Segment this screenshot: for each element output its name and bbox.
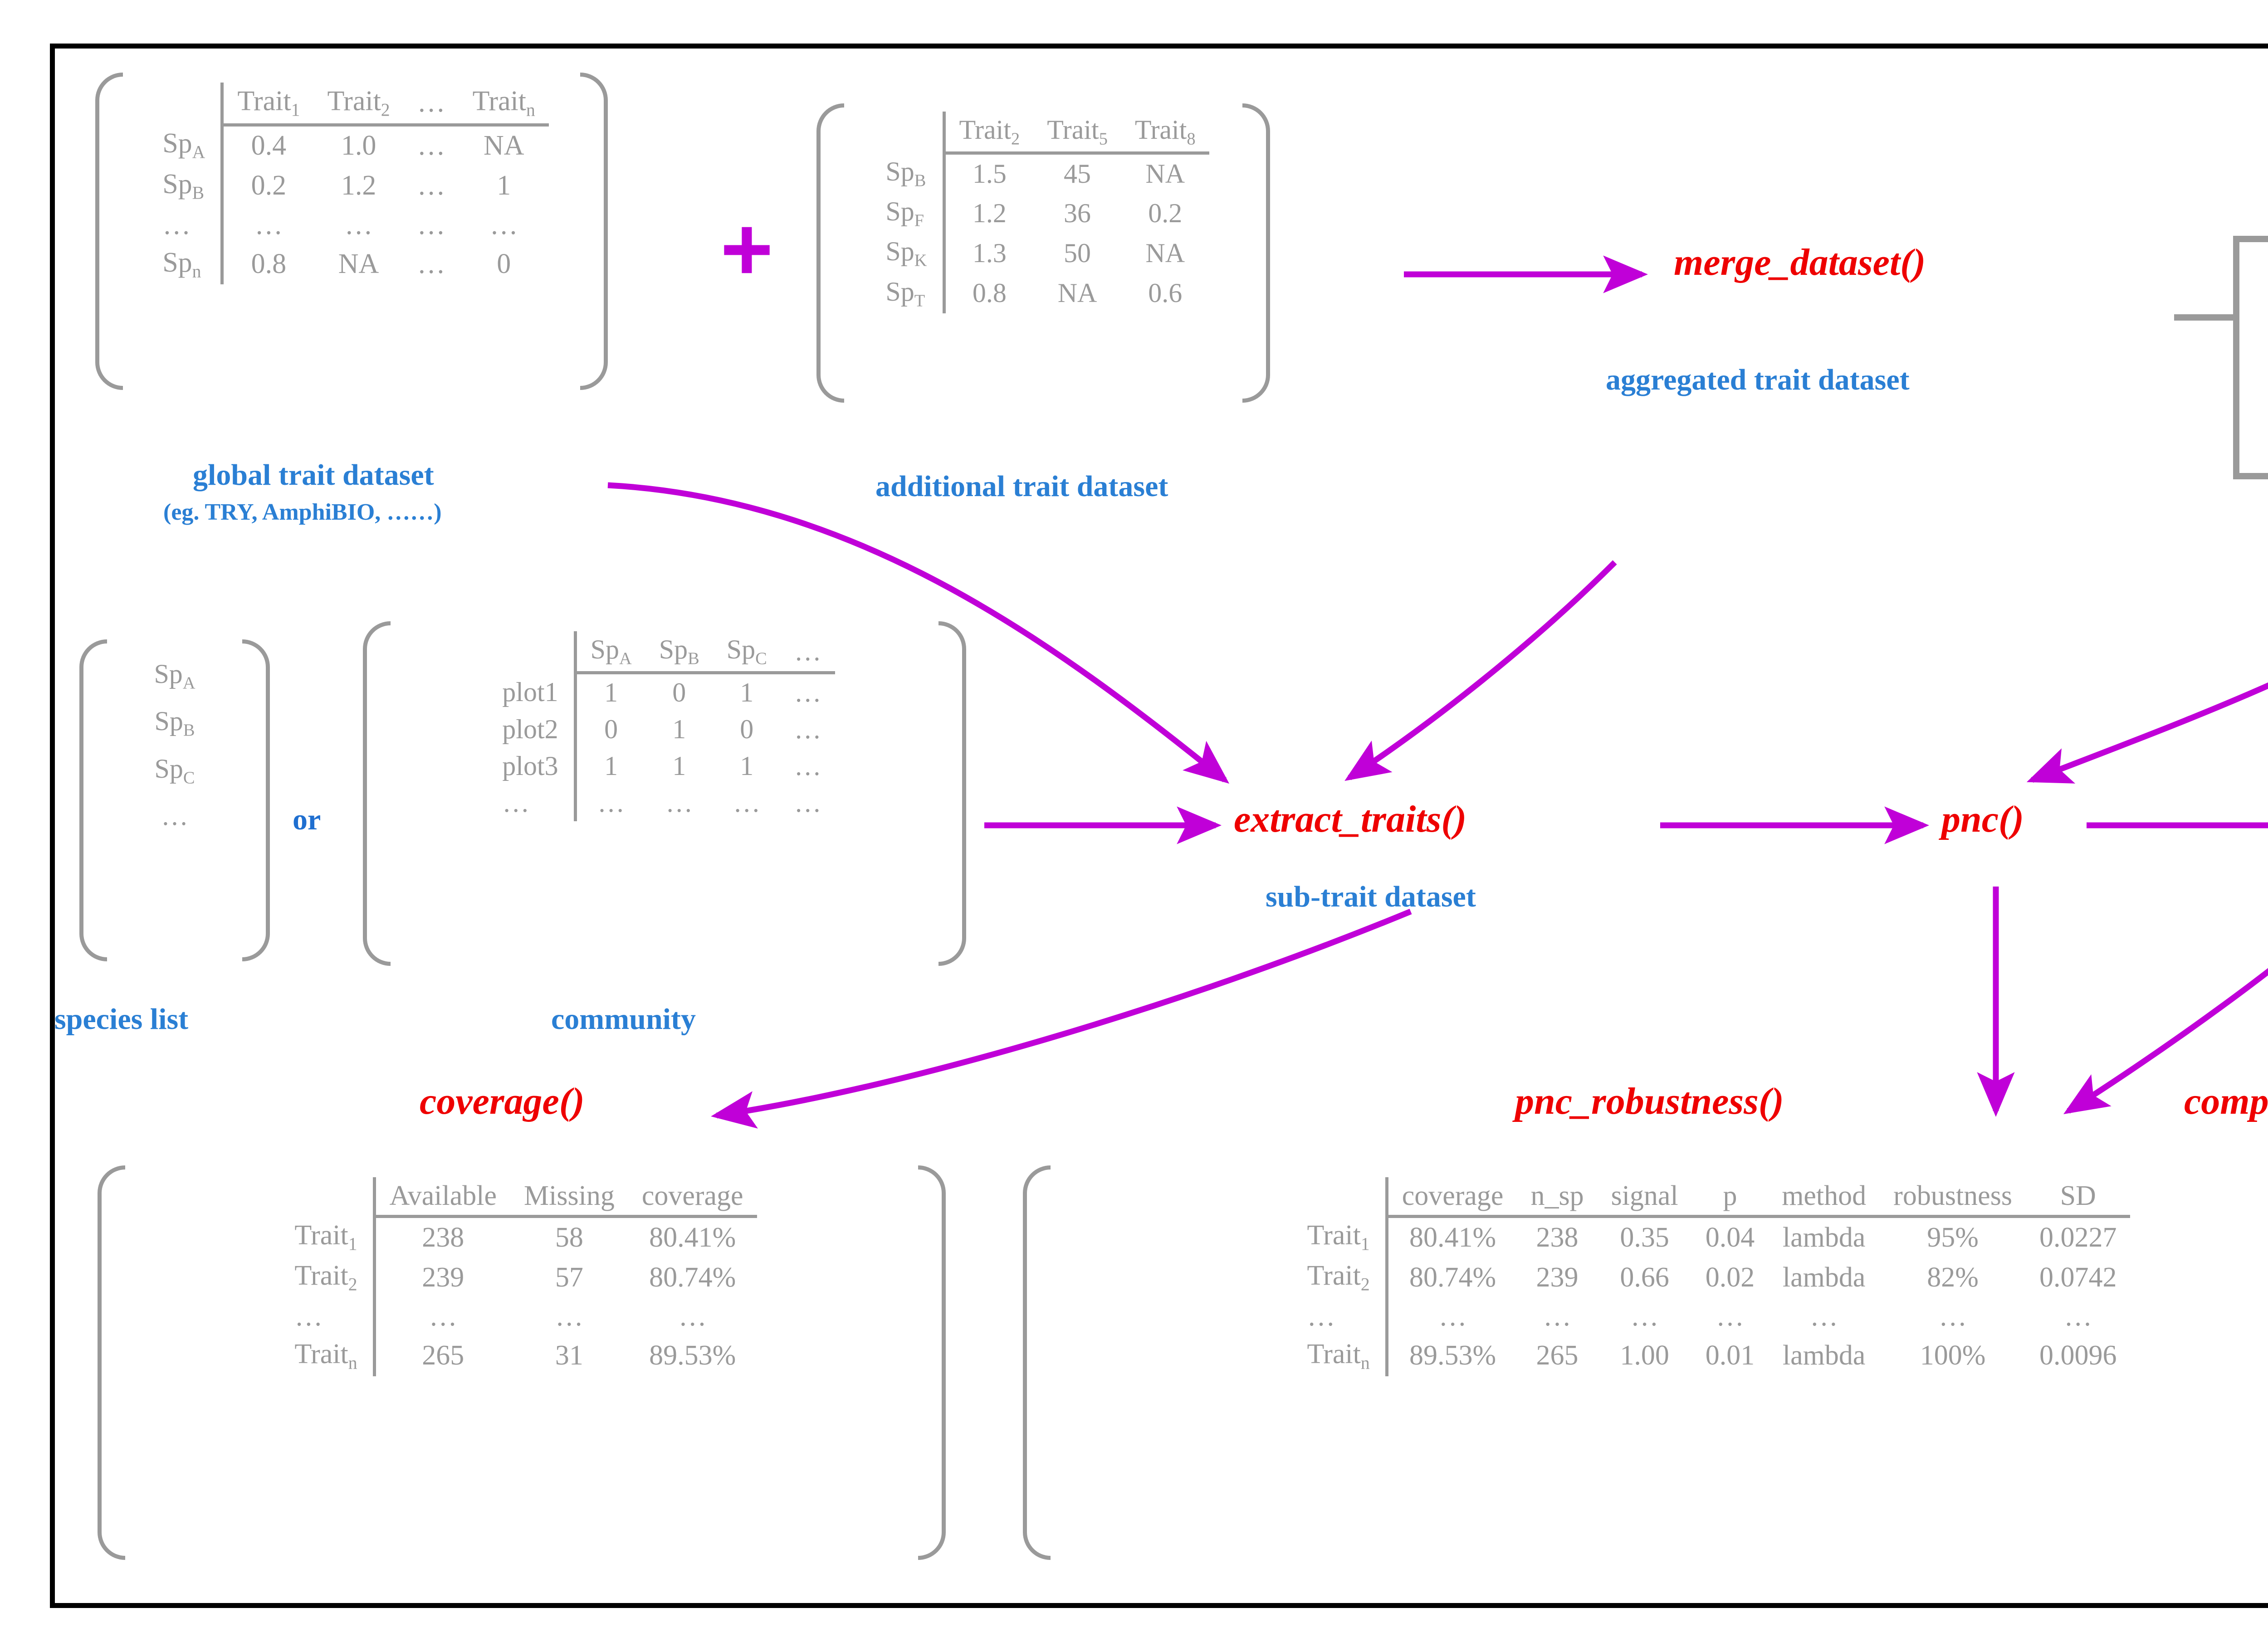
col-header: coverage: [628, 1177, 757, 1218]
table-row: Trait2 239 57 80.74%: [286, 1257, 757, 1298]
table-row: Traitn 89.53% 265 1.00 0.01 lambda 100% …: [1299, 1335, 2131, 1376]
table-row: SpB 0.2 1.2 … 1: [154, 165, 549, 206]
merge-dataset-function[interactable]: merge_dataset(): [1674, 241, 1926, 283]
community-matrix: SpA SpB SpC … plot1 1 0 1 … plot2 0 1 0: [363, 621, 966, 966]
matrix-right-bracket: [242, 639, 270, 961]
col-header: Traitn: [459, 83, 549, 127]
col-header: Trait2: [313, 83, 404, 127]
matrix-left-bracket: [816, 103, 844, 403]
table-row: … … … …: [286, 1297, 757, 1335]
matrix-right-bracket: [580, 73, 608, 390]
matrix-left-bracket: [79, 639, 107, 961]
col-header: Missing: [510, 1177, 628, 1218]
col-header: SpC: [713, 631, 781, 675]
compnc-robustness-function[interactable]: compnc_robustness(): [2184, 1080, 2268, 1122]
matrix-corner-cell: [154, 83, 224, 125]
col-header: Trait5: [1033, 112, 1121, 155]
table-row: … … … … … … … …: [1299, 1297, 2131, 1335]
aggregated-trait-dataset-label: aggregated trait dataset: [1606, 363, 1910, 396]
table-row: … … … … …: [494, 785, 835, 822]
col-header: signal: [1597, 1177, 1692, 1218]
list-item: SpA: [154, 659, 196, 693]
pnc-function[interactable]: pnc(): [1941, 798, 2024, 840]
col-header: Trait2: [944, 112, 1034, 155]
table-row: SpK 1.3 50 NA: [877, 233, 1209, 273]
matrix-left-bracket: [98, 1165, 125, 1560]
species-list-label: species list: [54, 1003, 189, 1036]
coverage-function[interactable]: coverage(): [420, 1080, 585, 1122]
global-trait-dataset-label: global trait dataset: [193, 458, 434, 492]
table-row: SpA 0.4 1.0 … NA: [154, 125, 549, 166]
global-trait-matrix: Trait1 Trait2 … Traitn SpA 0.4 1.0 … NA …: [95, 73, 608, 390]
table-row: Trait1 80.41% 238 0.35 0.04 lambda 95% 0…: [1299, 1216, 2131, 1257]
col-header: method: [1768, 1177, 1880, 1218]
table-row: Trait1 238 58 80.41%: [286, 1216, 757, 1257]
pnc-robustness-function[interactable]: pnc_robustness(): [1515, 1080, 1784, 1122]
table-row: SpF 1.2 36 0.2: [877, 193, 1209, 234]
col-header: Trait1: [222, 83, 314, 127]
col-header: Available: [374, 1177, 510, 1218]
table-row: SpT 0.8 NA 0.6: [877, 273, 1209, 313]
matrix-right-bracket: [938, 621, 966, 966]
table-row: Spn 0.8 NA … 0: [154, 244, 549, 285]
col-header: robustness: [1880, 1177, 2026, 1218]
matrix-left-bracket: [95, 73, 123, 390]
matrix-right-bracket: [1242, 103, 1270, 403]
col-header: SpB: [645, 631, 713, 675]
matrix-left-bracket: [1023, 1165, 1051, 1560]
species-list-matrix: SpA SpB SpC …: [79, 639, 270, 961]
col-header: SD: [2025, 1177, 2131, 1218]
plus-icon: +: [720, 199, 773, 300]
list-item: SpC: [154, 753, 195, 787]
outer-frame: [50, 44, 2268, 1608]
extract-traits-function[interactable]: extract_traits(): [1234, 798, 1467, 840]
matrix-right-bracket: [918, 1165, 946, 1560]
pnc-results-table: coverage n_sp signal p method robustness…: [1023, 1165, 2268, 1560]
sub-trait-dataset-label: sub-trait dataset: [1266, 880, 1476, 913]
table-row: plot3 1 1 1 …: [494, 748, 835, 785]
list-item: SpB: [154, 706, 195, 740]
global-trait-dataset-sublabel: (eg. TRY, AmphiBIO, ……): [163, 499, 442, 525]
col-header: …: [403, 83, 459, 127]
table-row: plot1 1 0 1 …: [494, 672, 835, 711]
community-label: community: [551, 1003, 696, 1036]
list-item: …: [161, 800, 188, 831]
col-header: …: [780, 631, 835, 675]
additional-trait-matrix: Trait2 Trait5 Trait8 SpB 1.5 45 NA SpF 1…: [816, 103, 1270, 403]
col-header: p: [1691, 1177, 1769, 1218]
table-row: plot2 0 1 0 …: [494, 711, 835, 748]
matrix-left-bracket: [363, 621, 391, 966]
additional-trait-dataset-label: additional trait dataset: [875, 470, 1168, 503]
or-label: or: [293, 803, 321, 836]
col-header: n_sp: [1517, 1177, 1598, 1218]
col-header: SpA: [575, 631, 645, 675]
coverage-result-table: Available Missing coverage Trait1 238 58…: [98, 1165, 946, 1560]
table-row: Trait2 80.74% 239 0.66 0.02 lambda 82% 0…: [1299, 1257, 2131, 1298]
col-header: Trait8: [1121, 112, 1209, 155]
table-row: … … … … …: [154, 206, 549, 244]
col-header: coverage: [1387, 1177, 1517, 1218]
table-row: Traitn 265 31 89.53%: [286, 1335, 757, 1376]
table-row: SpB 1.5 45 NA: [877, 153, 1209, 194]
